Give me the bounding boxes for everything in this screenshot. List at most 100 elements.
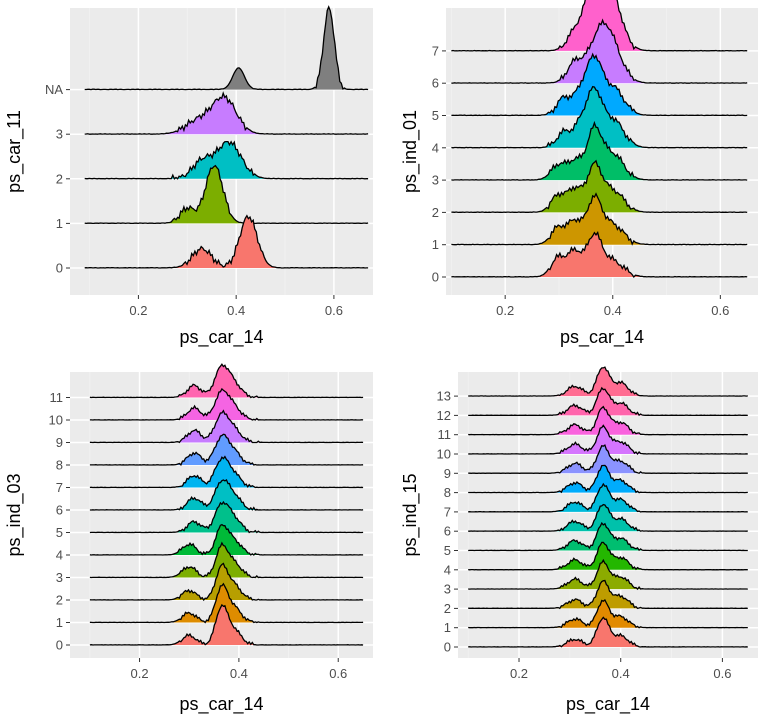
y-tick-label: 5: [56, 525, 63, 540]
ridge-line-1: [89, 582, 364, 624]
ridge-line-4: [89, 523, 364, 556]
y-axis-title: ps_ind_01: [400, 110, 421, 193]
y-tick-label: 3: [444, 582, 451, 597]
ridge-fill-9: [89, 410, 364, 443]
ridge-line-1: [84, 164, 369, 225]
y-tick-label: 3: [56, 127, 63, 142]
ridge-line-9: [468, 444, 748, 475]
ridge-line-4: [468, 541, 748, 571]
y-tick-label: 11: [50, 390, 64, 405]
y-tick-label: 8: [56, 458, 63, 473]
y-tick-label: 2: [432, 205, 439, 220]
y-tick-label: 0: [432, 270, 439, 285]
ridge-line-11: [89, 363, 364, 399]
ridge-fill-1: [468, 600, 748, 628]
y-axis-title: ps_ind_15: [400, 473, 421, 556]
x-axis-title: ps_car_14: [566, 694, 650, 715]
y-tick-label: 1: [432, 237, 439, 252]
ridge-fill-5: [451, 54, 748, 116]
ridge-fill-13: [468, 367, 748, 397]
y-tick-label: 3: [432, 173, 439, 188]
y-tick-label: 6: [444, 524, 451, 539]
ridge-fill-1: [84, 165, 369, 224]
ridgeline-panel-ps-ind-01: 0 1 2 3 4 5 6 7 0.2 0.4 0.6 ps_car_14 ps_ind_01: [400, 0, 758, 348]
x-tick-label: 0.2: [129, 303, 147, 318]
ridgeline-panel-ps-ind-03: 0 1 2 3 4 5 6 7 8 9 10 11 0.2 0.4 0.6 ps_car_14 ps_ind_0…: [4, 363, 373, 715]
ridge-line-8: [89, 433, 364, 467]
ridge-fill-4: [451, 86, 748, 148]
x-tick-label: 0.6: [329, 666, 347, 681]
ridge-fill-5: [468, 523, 748, 551]
ridge-fill-8: [468, 465, 748, 493]
ridge-line-6: [451, 18, 748, 84]
y-axis-title: ps_car_11: [4, 110, 25, 193]
y-tick-label: 6: [432, 76, 439, 91]
ridge-line-0: [89, 603, 364, 646]
ridge-fill-0: [89, 604, 364, 645]
ridge-line-8: [468, 464, 748, 494]
ridge-fill-2: [84, 141, 369, 179]
ridge-fill-2: [451, 160, 748, 213]
y-tick-label: 10: [437, 447, 451, 462]
x-axis-title: ps_car_14: [179, 327, 263, 348]
y-tick-label: 1: [444, 620, 451, 635]
ridge-fill-1: [89, 583, 364, 623]
ridge-line-1: [468, 599, 748, 629]
ridge-fill-0: [451, 232, 748, 277]
ridge-line-11: [468, 405, 748, 436]
y-tick-label: 1: [56, 615, 63, 630]
ridge-line-9: [89, 409, 364, 444]
ridge-line-0: [468, 616, 748, 648]
ridge-line-2: [84, 140, 369, 180]
ridge-line-1: [451, 192, 748, 246]
y-tick-label: 7: [56, 480, 63, 495]
y-tick-label: 2: [56, 593, 63, 608]
ridge-fill-0: [468, 617, 748, 647]
x-axis-title: ps_car_14: [560, 327, 644, 348]
ridge-line-6: [468, 503, 748, 532]
y-tick-label: 8: [444, 485, 451, 500]
ridge-line-2: [89, 562, 364, 602]
y-tick-label: 7: [444, 504, 451, 519]
ridge-fill-9: [468, 445, 748, 474]
ridge-fill-4: [468, 542, 748, 570]
y-tick-label: 11: [438, 427, 452, 442]
x-tick-label: 0.6: [713, 666, 731, 681]
ridge-fill-6: [451, 20, 748, 84]
y-tick-label: 1: [56, 216, 63, 231]
y-tick-label: 12: [437, 408, 451, 423]
ridge-line-7: [468, 482, 748, 513]
ridge-fill-3: [89, 543, 364, 578]
ridge-line-7: [451, 0, 748, 52]
y-tick-label: 4: [56, 548, 63, 563]
x-tick-label: 0.4: [227, 303, 245, 318]
ridge-line-2: [451, 159, 748, 214]
y-tick-label: 5: [444, 543, 451, 558]
ridge-fill-6: [89, 479, 364, 510]
y-tick-label: 7: [432, 43, 439, 58]
ridge-fill-3: [451, 122, 748, 181]
ridge-fill-7: [468, 484, 748, 512]
y-axis-title: ps_ind_03: [4, 473, 25, 556]
ridge-line-4: [451, 85, 748, 149]
ridge-line-3: [84, 91, 369, 135]
x-tick-label: 0.6: [325, 303, 343, 318]
x-tick-label: 0.6: [711, 303, 729, 318]
x-axis-title: ps_car_14: [179, 694, 263, 715]
ridge-line-5: [451, 52, 748, 117]
x-tick-label: 0.2: [131, 666, 149, 681]
ridge-line-2: [468, 579, 748, 610]
ridge-fill-11: [468, 406, 748, 435]
ridge-line-6: [89, 478, 364, 511]
y-tick-label: 0: [56, 261, 63, 276]
y-tick-label: 2: [444, 601, 451, 616]
y-tick-label: 9: [56, 435, 63, 450]
ridge-fill-4: [89, 524, 364, 555]
ridge-line-NA: [84, 5, 369, 91]
x-tick-label: 0.4: [604, 303, 622, 318]
ridge-line-0: [451, 230, 748, 279]
ridge-fill-10: [89, 388, 364, 420]
y-tick-label: 4: [432, 140, 439, 155]
